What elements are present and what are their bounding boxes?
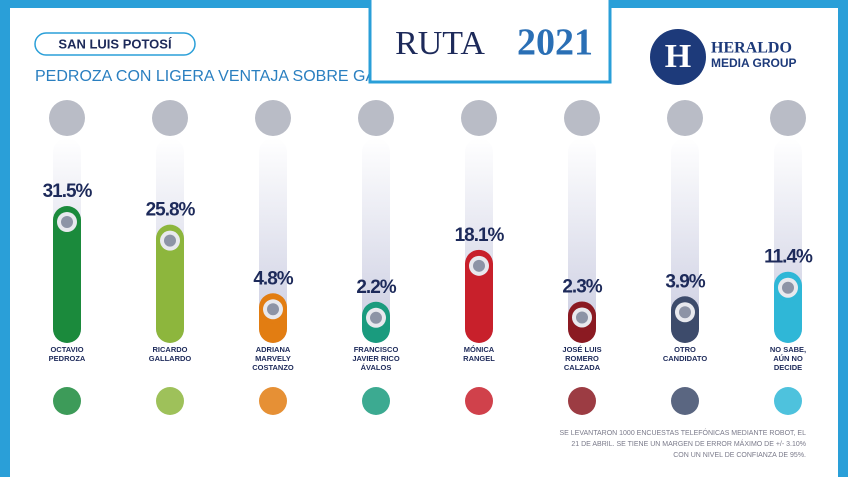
tube	[259, 138, 287, 343]
party-icon	[259, 387, 287, 415]
marker-dot	[782, 281, 794, 294]
marker-dot	[61, 216, 73, 228]
photo	[770, 100, 806, 136]
logo-right: 2021	[517, 22, 593, 64]
candidate-name: RICARDO GALLARDO	[148, 345, 192, 363]
marker-dot	[370, 311, 382, 324]
candidate-name: OCTAVIO PEDROZA	[48, 345, 86, 363]
party-icon	[53, 387, 81, 415]
brand-sub: MEDIA GROUP	[711, 56, 797, 70]
party-icon	[156, 387, 184, 415]
value-label: 4.8%	[253, 268, 293, 289]
value-label: 11.4%	[764, 247, 813, 268]
brand-name: HERALDO	[711, 40, 792, 57]
value-label: 25.8%	[146, 200, 196, 221]
photo	[564, 100, 600, 136]
panel	[10, 8, 838, 477]
logo-left: RUTA	[395, 25, 485, 62]
brand-mark: H	[665, 38, 691, 75]
party-icon	[465, 387, 493, 415]
tube	[671, 138, 699, 343]
marker-dot	[679, 306, 691, 319]
photo	[461, 100, 497, 136]
value-label: 3.9%	[665, 271, 705, 292]
value-label: 18.1%	[455, 225, 505, 246]
candidate-name: NO SABE, AÚN NO DECIDE	[769, 345, 807, 372]
bar	[53, 206, 81, 343]
value-label: 31.5%	[43, 181, 93, 202]
footnote: CON UN NIVEL DE CONFIANZA DE 95%.	[673, 452, 806, 459]
bar	[156, 224, 184, 343]
candidate-name: JOSÉ LUIS ROMERO CALZADA	[562, 345, 602, 372]
candidate-name: ADRIANA MARVELY COSTANZO	[252, 345, 294, 372]
party-icon	[774, 387, 802, 415]
value-label: 2.2%	[356, 277, 396, 298]
subtitle: PEDROZA CON LIGERA VENTAJA SOBRE GALLARD…	[35, 68, 440, 85]
photo	[667, 100, 703, 136]
brand-circle	[650, 29, 706, 85]
tube	[362, 138, 390, 343]
party-icon	[671, 387, 699, 415]
candidate-name: MÓNICA RANGEL	[463, 345, 495, 363]
photo	[255, 100, 291, 136]
candidate-name: OTRO CANDIDATO	[662, 345, 708, 363]
candidate-name: FRANCISCO JAVIER RICO ÁVALOS	[352, 345, 400, 372]
logo-box	[368, 0, 612, 84]
party-icon	[568, 387, 596, 415]
marker-dot	[473, 259, 485, 272]
marker-dot	[164, 234, 176, 247]
photo	[358, 100, 394, 136]
marker-dot	[576, 311, 588, 324]
photo	[152, 100, 188, 136]
photo	[49, 100, 85, 136]
footnote: SE LEVANTARON 1000 ENCUESTAS TELEFÓNICAS…	[559, 430, 807, 437]
value-label: 2.3%	[562, 276, 602, 297]
party-icon	[362, 387, 390, 415]
region: SAN LUIS POTOSÍ	[58, 36, 172, 51]
tube	[568, 138, 596, 343]
footnote: 21 DE ABRIL. SE TIENE UN MARGEN DE ERROR…	[571, 441, 806, 448]
marker-dot	[267, 303, 279, 316]
region-pill	[34, 32, 196, 56]
